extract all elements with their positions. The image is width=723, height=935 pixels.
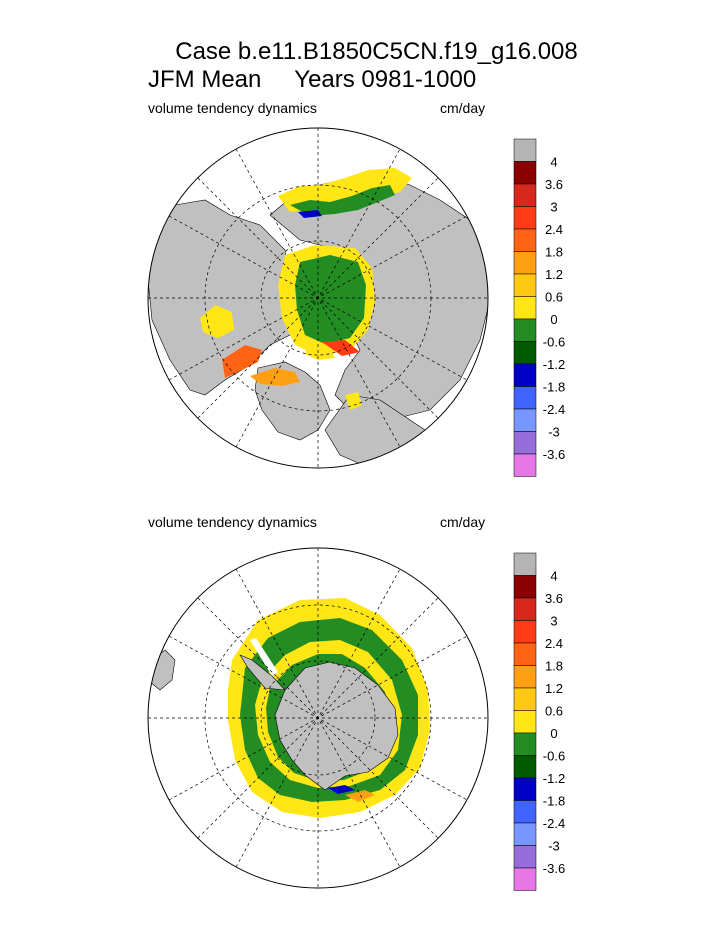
north-colorbar-tick-label: 0.6 [545,290,563,305]
south-colorbar-box-11 [513,800,537,824]
south-colorbar-tick-label: -0.6 [543,749,565,764]
south-colorbar-tick-label: -1.8 [543,794,565,809]
north-field-bering-green [290,185,395,216]
south-colorbar-tick-label: -3 [548,839,560,854]
north-colorbar-tick-label: -1.2 [543,357,565,372]
south-colorbar-box-8 [513,732,537,756]
north-colorbar-tick-label: 2.4 [545,222,563,237]
south-colorbar-box-4 [513,642,537,666]
north-colorbar-box-6 [513,273,537,297]
north-colorbar-tick-label: 1.2 [545,267,563,282]
south-colorbar-tick-label: 1.2 [545,681,563,696]
south-colorbar-tick-label: 3 [550,614,557,629]
south-colorbar-box-12 [513,822,537,846]
north-colorbar-box-11 [513,386,537,410]
north-colorbar-tick-label: 1.8 [545,245,563,260]
south-colorbar-box-0 [513,552,537,576]
north-graticule [148,128,488,468]
south-colorbar-tick-label: 1.8 [545,659,563,674]
north-colorbar-tick-label: 3 [550,200,557,215]
south-field-ross-orange [345,790,375,802]
north-field-baffin-yellow [305,345,335,360]
north-colorbar-box-9 [513,341,537,365]
south-colorbar-tick-label: -1.2 [543,771,565,786]
north-left-label: volume tendency dynamics [148,100,317,116]
south-colorbar-tick-label: -3.6 [543,861,565,876]
north-colorbar: 4 3.6 3 2.4 1.8 1.2 0.6 0 -0.6 -1.2 -1.8 -2.4 -3 -3.6 [513,138,565,477]
north-map-border [147,127,489,469]
north-field-baffin-red [322,340,360,356]
south-field-white-streak [250,638,278,676]
south-colorbar-tick-label: 0.6 [545,704,563,719]
south-colorbar-tick-label: 4 [550,569,557,584]
north-colorbar-box-2 [513,183,537,207]
south-graticule [148,548,488,888]
south-land-antarctica [274,661,399,791]
north-colorbar-box-13 [513,431,537,455]
south-colorbar-box-14 [513,867,537,891]
north-colorbar-tick-label: -2.4 [543,402,565,417]
north-field-okhotsk-blue [298,210,322,218]
north-field-labrador-orange [250,368,300,386]
north-field-baltic-yellow [345,392,362,410]
south-colorbar-tick-label: 0 [550,726,557,741]
south-polar-map [147,547,489,889]
north-colorbar-box-0 [513,138,537,162]
north-colorbar-box-7 [513,296,537,320]
chart-title-line2: JFM Mean Years 0981-1000 [148,66,477,93]
north-colorbar-tick-label: 3.6 [545,177,563,192]
north-colorbar-tick-label: 0 [550,312,557,327]
south-colorbar-box-10 [513,777,537,801]
south-colorbar-box-9 [513,755,537,779]
south-colorbar-box-5 [513,665,537,689]
north-colorbar-tick-label: -1.8 [543,380,565,395]
north-polar-map [147,127,489,469]
south-map-border [147,547,489,889]
south-colorbar-tick-label: -2.4 [543,816,565,831]
north-land-america [148,199,301,396]
south-colorbar-box-13 [513,845,537,869]
south-colorbar-box-2 [513,597,537,621]
south-colorbar-tick-label: 2.4 [545,636,563,651]
south-colorbar-box-1 [513,575,537,599]
north-colorbar-tick-label: 4 [550,155,557,170]
north-colorbar-box-1 [513,161,537,185]
north-colorbar-box-8 [513,318,537,342]
north-units-label: cm/day [440,100,486,116]
north-field-green-core [295,255,366,344]
north-colorbar-box-4 [513,228,537,252]
north-colorbar-box-12 [513,408,537,432]
south-units-label: cm/day [440,514,486,530]
north-colorbar-box-5 [513,251,537,275]
north-field-hudson [200,305,234,338]
south-field-ross-blue [328,785,355,794]
south-colorbar-box-3 [513,620,537,644]
chart-title-line1: Case b.e11.B1850C5CN.f19_g16.008 [175,38,578,65]
north-colorbar-box-14 [513,453,537,477]
south-colorbar-tick-label: 3.6 [545,591,563,606]
south-left-label: volume tendency dynamics [148,514,317,530]
north-colorbar-tick-label: -3.6 [543,447,565,462]
north-colorbar-box-3 [513,206,537,230]
north-colorbar-tick-label: -3 [548,425,560,440]
south-colorbar: 4 3.6 3 2.4 1.8 1.2 0.6 0 -0.6 -1.2 -1.8 -2.4 -3 -3.6 [513,552,565,891]
south-colorbar-box-7 [513,710,537,734]
south-colorbar-box-6 [513,687,537,711]
north-field-labrador-red [222,345,262,378]
south-land-peninsula [239,654,286,691]
north-colorbar-tick-label: -0.6 [543,335,565,350]
north-colorbar-box-10 [513,363,537,387]
